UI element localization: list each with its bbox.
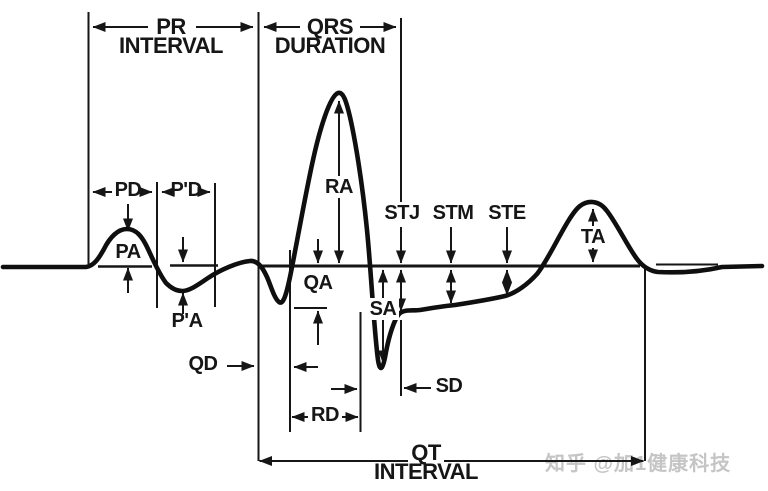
p-prime-a-label: P'A (171, 310, 203, 332)
p-prime-d-label: P'D (170, 179, 202, 201)
ra-label: RA (309, 176, 369, 198)
horizontal-arrows (92, 22, 644, 466)
baseline-segments (98, 263, 718, 309)
pa-label: PA (115, 241, 141, 263)
ta-label: TA (563, 226, 623, 248)
ste-label: STE (488, 202, 526, 224)
stm-label: STM (432, 202, 474, 224)
sa-label: SA (353, 298, 413, 320)
qa-label: QA (303, 272, 334, 294)
ecg-trace (0, 90, 765, 371)
stj-label: STJ (384, 202, 420, 224)
sd-label: SD (435, 375, 463, 397)
rd-label: RD (295, 404, 355, 426)
boundary-lines (87, 12, 646, 461)
pr-interval-label: PR INTERVAL (119, 14, 223, 58)
qd-label: QD (188, 353, 219, 375)
qt-interval-label: QT INTERVAL (374, 440, 478, 484)
pd-label: PD (114, 179, 142, 201)
qrs-duration-label: QRS DURATION (274, 14, 386, 58)
